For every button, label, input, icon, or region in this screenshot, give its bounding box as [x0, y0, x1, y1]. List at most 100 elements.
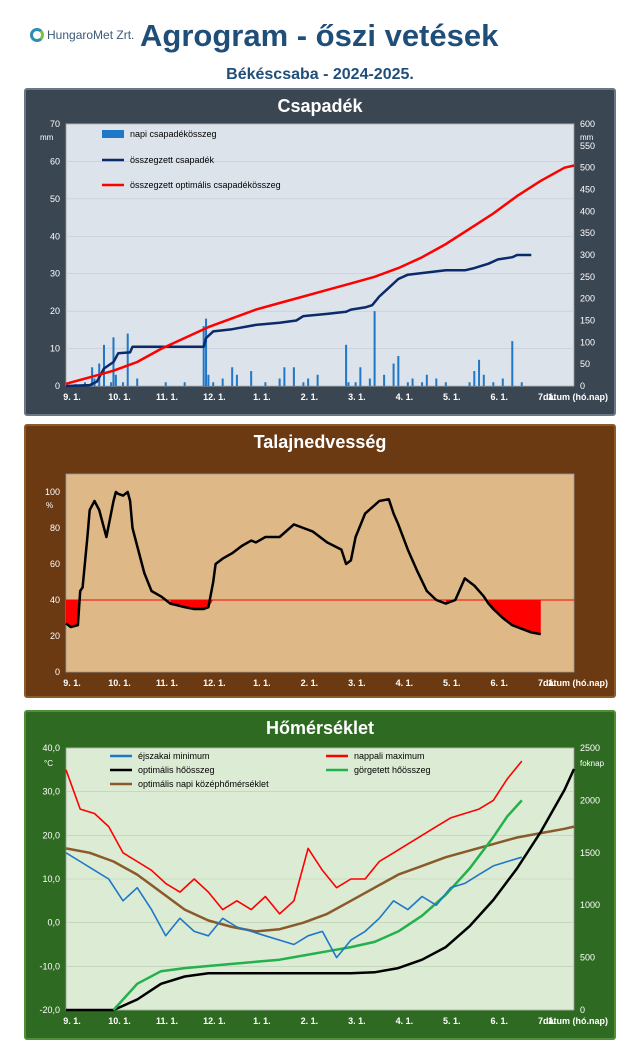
y-tick-label-left: 40 [50, 231, 60, 241]
y-tick-label-left: 60 [50, 156, 60, 166]
x-tick-label: 1. 1. [253, 392, 271, 402]
precip-bar [435, 378, 438, 386]
precip-bar [136, 378, 139, 386]
page-subtitle: Békéscsaba - 2024-2025. [226, 66, 414, 83]
soil-panel: Talajnedvesség 9. 1. 10. 1. 11. 1. 12. 1. 1.… [24, 424, 616, 698]
x-tick-label: 6. 1. [491, 1016, 509, 1026]
x-tick-label: 7. 1. [538, 1016, 556, 1026]
precip-bar [250, 371, 253, 386]
precip-bar [482, 374, 485, 386]
precip-bar [345, 344, 348, 386]
legend-label: nappali maximum [354, 751, 425, 761]
deficit-area [488, 600, 541, 635]
precip-bar [397, 356, 400, 386]
precip-bar [492, 382, 495, 386]
y-tick-label-right: 150 [580, 316, 595, 326]
y-tick-label-right: 200 [580, 294, 595, 304]
precip-bar [207, 374, 210, 386]
y-tick-label: 0 [55, 667, 60, 677]
precip-bar [520, 382, 523, 386]
precip-bar [478, 359, 481, 386]
y-tick-label-left: 0,0 [47, 918, 60, 928]
precip-bar [212, 382, 215, 386]
precip-bar [110, 382, 113, 386]
y-tick-label: 80 [50, 523, 60, 533]
y-tick-label-right: 0 [580, 381, 585, 391]
y-tick-label: 40 [50, 595, 60, 605]
precip-bar [302, 382, 305, 386]
x-tick-label: 5. 1. [443, 392, 461, 402]
y-tick-label-right: 2500 [580, 743, 600, 753]
legend-label: összegzett csapadék [130, 155, 215, 165]
y-tick-label-right: 300 [580, 250, 595, 260]
precip-bar [292, 367, 295, 386]
y-tick-label-left: 30 [50, 269, 60, 279]
y-axis-unit-right: mm [580, 133, 594, 142]
x-tick-label: 12. 1. [203, 678, 226, 688]
precip-bar [347, 382, 350, 386]
soil-moisture-line [65, 490, 542, 636]
y-tick-label-left: 20,0 [42, 830, 60, 840]
y-tick-label-left: 10 [50, 344, 60, 354]
precip-bar [406, 382, 409, 386]
precip-bar [444, 382, 447, 386]
temp-series-line [65, 760, 523, 915]
legend-label: optimális napi középhőmérséklet [138, 779, 269, 789]
y-tick-label-left: 40,0 [42, 743, 60, 753]
y-tick-label-right: 50 [580, 359, 590, 369]
y-tick-label-right: 400 [580, 206, 595, 216]
x-tick-label: 5. 1. [443, 678, 461, 688]
precip-bar [235, 374, 238, 386]
precip-bar [121, 382, 124, 386]
precip-bar [359, 367, 362, 386]
y-tick-label-right: 500 [580, 163, 595, 173]
deficit-area [445, 600, 456, 604]
x-tick-label: 7. 1. [538, 678, 556, 688]
y-tick-label-left: 70 [50, 119, 60, 129]
plot-area [65, 123, 575, 387]
x-tick-label: 12. 1. [203, 1016, 226, 1026]
precip-bar [383, 374, 386, 386]
y-tick-label: 60 [50, 559, 60, 569]
precip-bar [316, 374, 319, 386]
precip-bar [114, 374, 117, 386]
precip-bar [126, 333, 129, 386]
x-tick-label: 3. 1. [348, 392, 366, 402]
precip-bar [511, 341, 514, 386]
precip-bar [221, 378, 224, 386]
x-tick-label: 10. 1. [108, 678, 131, 688]
page-title: Agrogram - őszi vetések [140, 18, 499, 53]
plot-area [65, 473, 575, 673]
x-tick-label: 6. 1. [491, 678, 509, 688]
y-tick-label-right: 250 [580, 272, 595, 282]
legend-label: optimális hőösszeg [138, 765, 215, 775]
temperature-title: Hőmérséklet [265, 718, 375, 738]
x-tick-label: 4. 1. [396, 1016, 414, 1026]
x-tick-label: 10. 1. [108, 1016, 131, 1026]
precip-bar [425, 374, 428, 386]
temperature-chart: 9. 1. 10. 1. 11. 1. 12. 1. 1. 1. 2. 1. 3. 1. 4.… [39, 743, 608, 1026]
y-tick-label-left: 0 [55, 381, 60, 391]
legend-label: összegzett optimális csapadékösszeg [130, 180, 281, 190]
y-tick-label-right: 450 [580, 185, 595, 195]
x-tick-label: 9. 1. [63, 1016, 81, 1026]
x-tick-label: 3. 1. [348, 1016, 366, 1026]
y-axis-unit-left: mm [40, 133, 54, 142]
precip-bar [283, 367, 286, 386]
temp-series-line [112, 799, 523, 1011]
y-tick-label: 100 [45, 487, 60, 497]
y-tick-label-right: 0 [580, 1005, 585, 1015]
x-tick-label: 4. 1. [396, 392, 414, 402]
y-tick-label-left: 50 [50, 194, 60, 204]
legend-label: éjszakai minimum [138, 751, 210, 761]
precip-bar [473, 371, 476, 386]
logo-icon [30, 28, 44, 42]
x-axis-label: dátum (hó.nap) [543, 678, 608, 688]
deficit-area [66, 600, 81, 627]
temperature-panel: Hőmérséklet 9. 1. 10. 1. 11. 1. 12. 1. 1. 1.… [24, 710, 616, 1040]
x-axis-label: dátum (hó.nap) [543, 392, 608, 402]
soil-chart: 9. 1. 10. 1. 11. 1. 12. 1. 1. 1. 2. 1. 3. 1. 4.… [45, 473, 608, 688]
precip-bar [368, 378, 371, 386]
precip-bar [164, 382, 167, 386]
precip-bar [468, 382, 471, 386]
